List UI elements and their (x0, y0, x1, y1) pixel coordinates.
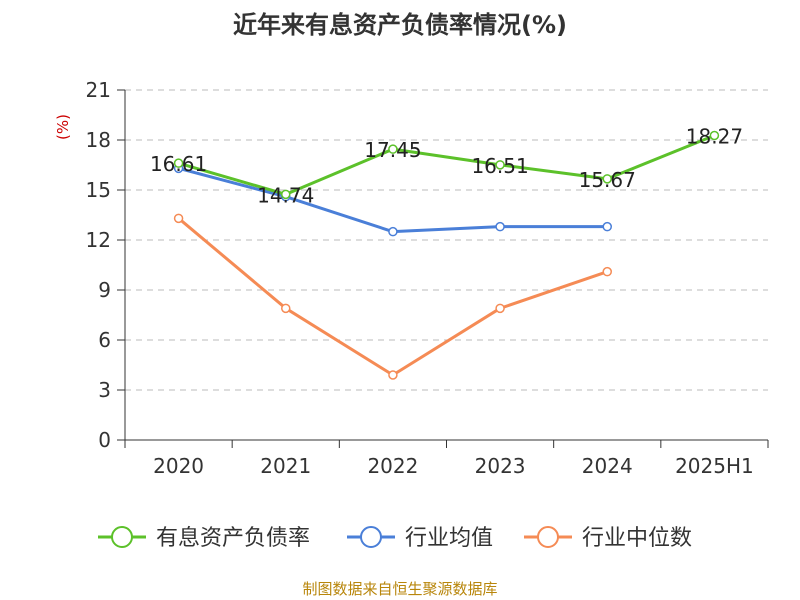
data-label: 16.51 (471, 154, 528, 178)
y-tick-label: 3 (98, 378, 111, 402)
data-label: 15.67 (579, 168, 636, 192)
data-point (495, 303, 505, 314)
data-point (173, 158, 184, 168)
legend-label: 行业均值 (405, 526, 493, 551)
x-tick-label: 2022 (367, 454, 418, 478)
y-axis-label: (%) (54, 114, 72, 140)
x-tick-label: 2020 (153, 454, 204, 478)
data-point (495, 221, 505, 232)
x-tick-label: 2023 (475, 454, 526, 478)
data-point (602, 266, 612, 277)
legend-label: 行业中位数 (582, 526, 692, 551)
x-tick-label: 2025H1 (675, 454, 754, 478)
data-label: 16.61 (150, 152, 207, 176)
data-label: 14.74 (257, 183, 314, 207)
data-point (388, 370, 398, 380)
y-tick-label: 12 (86, 228, 111, 252)
y-tick-label: 15 (86, 178, 111, 202)
x-tick-label: 2021 (260, 454, 311, 478)
source-note: 制图数据来自恒生聚源数据库 (302, 580, 497, 598)
data-point (709, 130, 720, 141)
y-tick-label: 9 (98, 278, 111, 302)
series-line (178, 134, 715, 196)
y-tick-labels: 0 3 6 9 12 15 18 21 (86, 78, 111, 452)
data-point (495, 160, 505, 170)
x-tick-label: 2024 (582, 454, 633, 478)
axes (117, 89, 769, 448)
y-tick-label: 21 (86, 78, 111, 102)
data-point (281, 303, 291, 314)
data-point (602, 174, 612, 184)
data-label: 17.45 (364, 138, 421, 162)
series-line (178, 166, 608, 234)
data-point (388, 226, 398, 237)
legend-marker (360, 526, 382, 548)
data-label: 18.27 (686, 125, 743, 149)
data-labels: 16.61 14.74 17.45 16.51 15.67 18.27 (150, 125, 743, 208)
series-line (177, 217, 608, 377)
x-tick-labels: 2020 2021 2022 2023 2024 2025H1 (153, 454, 754, 478)
data-point (281, 189, 291, 200)
gridlines (125, 89, 768, 391)
data-point (173, 213, 184, 224)
legend-item: 行业中位数 (524, 526, 692, 551)
legend-label: 有息资产负债率 (156, 526, 310, 551)
legend-item: 有息资产负债率 (98, 526, 310, 551)
data-point (602, 221, 612, 232)
legend: 有息资产负债率 行业均值 行业中位数 (98, 526, 692, 551)
data-point (388, 144, 398, 154)
series-layer (173, 130, 720, 380)
legend-marker (537, 526, 559, 548)
legend-marker (111, 526, 133, 548)
y-tick-label: 6 (98, 328, 111, 352)
legend-item: 行业均值 (347, 526, 493, 551)
y-tick-label: 18 (86, 128, 111, 152)
chart-title: 近年来有息资产负债率情况(%) (233, 11, 567, 39)
y-tick-label: 0 (98, 428, 111, 452)
